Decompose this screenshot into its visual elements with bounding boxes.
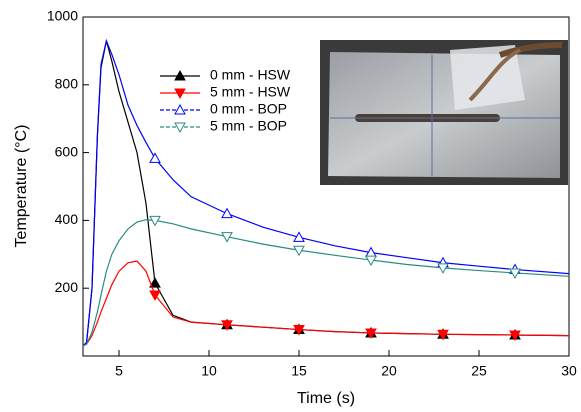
marker: [149, 152, 161, 163]
legend-label: 0 mm - BOP: [210, 101, 287, 117]
marker: [293, 231, 305, 242]
marker: [221, 320, 233, 331]
marker: [509, 268, 521, 279]
x-axis-title: Time (s): [297, 390, 355, 407]
y-tick-label: 400: [55, 211, 79, 227]
marker: [365, 255, 377, 267]
y-tick-label: 600: [55, 143, 79, 159]
legend-label: 5 mm - HSW: [210, 84, 291, 100]
marker: [149, 277, 161, 288]
x-tick-label: 30: [561, 363, 577, 379]
line: [82, 219, 570, 347]
x-tick-label: 10: [201, 363, 217, 379]
legend-marker: [174, 69, 186, 81]
plot-frame: [82, 16, 570, 357]
marker: [221, 207, 233, 219]
marker: [365, 328, 377, 339]
inset-photo: [320, 40, 568, 185]
marker: [149, 215, 161, 227]
line: [82, 260, 570, 347]
x-tick-label: 25: [471, 363, 487, 379]
y-tick-label: 200: [55, 279, 79, 295]
y-axis-title: Temperature (°C): [13, 125, 30, 248]
marker: [437, 263, 449, 274]
y-tick-label: 1000: [47, 8, 78, 24]
x-tick-label: 15: [291, 363, 307, 379]
marker: [293, 325, 305, 336]
legend-label: 5 mm - BOP: [210, 118, 287, 134]
marker: [221, 232, 233, 243]
marker: [149, 290, 161, 302]
x-tick-label: 20: [381, 363, 397, 379]
legend-label: 0 mm - HSW: [210, 67, 291, 83]
x-tick-label: 5: [115, 363, 123, 379]
y-tick-label: 800: [55, 76, 79, 92]
marker: [437, 329, 449, 341]
legend-marker: [174, 88, 186, 100]
line: [82, 38, 570, 347]
legend-marker: [174, 103, 186, 115]
marker: [293, 245, 305, 257]
marker: [509, 330, 521, 342]
legend-marker: [174, 122, 186, 134]
